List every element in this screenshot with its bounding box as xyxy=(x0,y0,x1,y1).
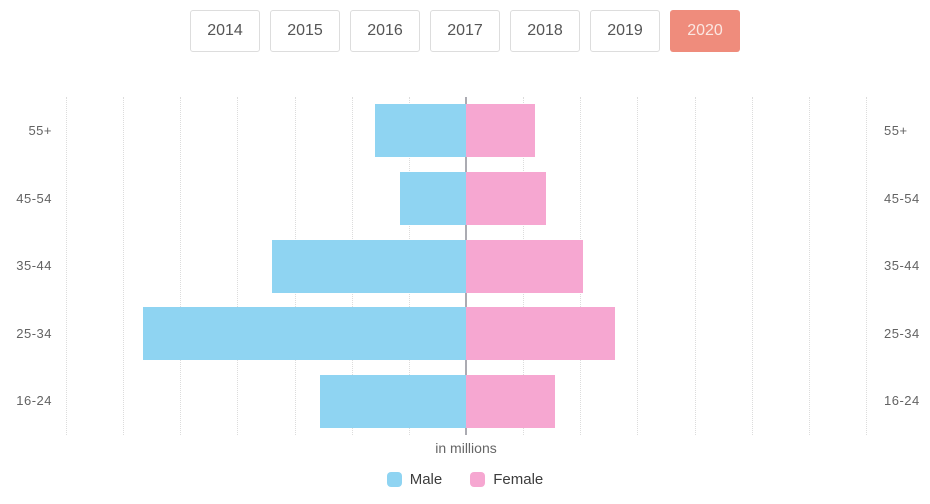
female-bar-35-44[interactable] xyxy=(466,239,584,293)
plot-area xyxy=(66,97,867,435)
tab-2017[interactable]: 2017 xyxy=(430,10,500,52)
age-label-left-25-34: 25-34 xyxy=(16,325,52,341)
age-label-right-55+: 55+ xyxy=(884,123,908,138)
year-tabs: 2014 2015 2016 2017 2018 2019 2020 xyxy=(0,10,930,52)
age-label-left-35-44: 35-44 xyxy=(16,258,52,274)
x-gridline xyxy=(637,97,639,435)
female-bar-55+[interactable] xyxy=(466,104,535,158)
tab-2016[interactable]: 2016 xyxy=(350,10,420,52)
female-swatch-icon xyxy=(470,472,486,487)
male-bar-55+[interactable] xyxy=(374,104,466,158)
legend-item-male[interactable]: Male xyxy=(386,471,443,488)
male-swatch-icon xyxy=(386,472,402,487)
x-gridline xyxy=(180,97,182,435)
female-bar-45-54[interactable] xyxy=(466,171,546,225)
x-gridline xyxy=(866,97,867,435)
x-gridline xyxy=(694,97,696,435)
age-label-left-55+: 55+ xyxy=(28,123,52,138)
age-label-right-35-44: 35-44 xyxy=(884,258,920,274)
chart-legend: Male Female xyxy=(0,471,930,488)
male-bar-16-24[interactable] xyxy=(320,374,466,428)
tab-2015[interactable]: 2015 xyxy=(270,10,340,52)
tab-2018[interactable]: 2018 xyxy=(510,10,580,52)
male-bar-35-44[interactable] xyxy=(271,239,466,293)
x-gridline xyxy=(808,97,810,435)
tab-2020[interactable]: 2020 xyxy=(670,10,740,52)
axis-caption: in millions xyxy=(435,440,497,456)
male-bar-25-34[interactable] xyxy=(143,307,466,361)
x-gridline xyxy=(751,97,753,435)
age-label-right-45-54: 45-54 xyxy=(884,190,920,206)
male-bar-45-54[interactable] xyxy=(400,171,466,225)
female-bar-25-34[interactable] xyxy=(466,307,615,361)
legend-label-female: Female xyxy=(493,471,544,488)
legend-item-female[interactable]: Female xyxy=(470,471,543,488)
tab-2014[interactable]: 2014 xyxy=(190,10,260,52)
x-gridline xyxy=(66,97,67,435)
age-label-right-25-34: 25-34 xyxy=(884,325,920,341)
x-gridline xyxy=(123,97,125,435)
tab-2019[interactable]: 2019 xyxy=(590,10,660,52)
female-bar-16-24[interactable] xyxy=(466,374,555,428)
legend-label-male: Male xyxy=(409,471,443,488)
age-label-left-16-24: 16-24 xyxy=(16,393,52,409)
age-label-right-16-24: 16-24 xyxy=(884,393,920,409)
age-label-left-45-54: 45-54 xyxy=(16,190,52,206)
x-gridline xyxy=(237,97,239,435)
